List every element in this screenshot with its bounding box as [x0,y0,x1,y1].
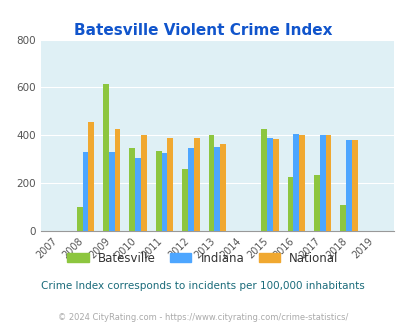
Bar [319,135,325,231]
Text: Crime Index corresponds to incidents per 100,000 inhabitants: Crime Index corresponds to incidents per… [41,281,364,291]
Bar [188,148,193,231]
Bar [156,151,161,231]
Text: © 2024 CityRating.com - https://www.cityrating.com/crime-statistics/: © 2024 CityRating.com - https://www.city… [58,313,347,322]
Bar [266,138,272,231]
Bar [182,169,188,231]
Bar [339,205,345,231]
Bar [161,153,167,231]
Bar [135,158,141,231]
Bar [351,140,357,231]
Bar [103,84,109,231]
Bar [82,152,88,231]
Legend: Batesville, Indiana, National: Batesville, Indiana, National [62,247,343,269]
Bar [287,177,293,231]
Bar [313,175,319,231]
Bar [298,135,304,231]
Bar [220,144,225,231]
Bar [325,135,330,231]
Bar [109,152,114,231]
Bar [88,122,94,231]
Bar [193,138,199,231]
Bar [345,140,351,231]
Bar [77,207,82,231]
Bar [141,135,147,231]
Bar [272,139,278,231]
Bar [260,129,266,231]
Bar [167,138,173,231]
Bar [114,129,120,231]
Bar [208,135,214,231]
Text: Batesville Violent Crime Index: Batesville Violent Crime Index [74,23,331,38]
Bar [214,147,220,231]
Bar [293,134,298,231]
Bar [129,148,135,231]
